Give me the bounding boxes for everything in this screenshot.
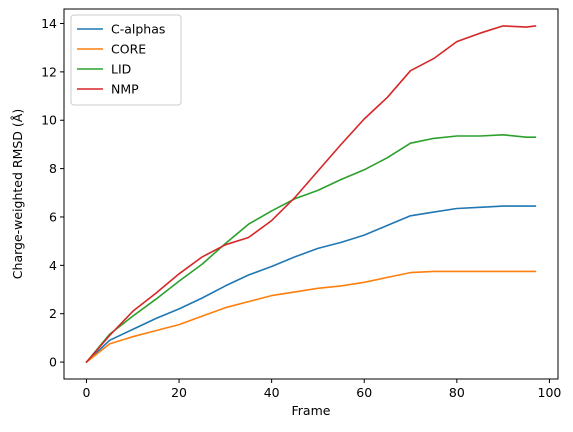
legend-box: [70, 14, 182, 106]
x-tick-label: 80: [449, 385, 465, 400]
x-axis-ticks: 0 20 40 60 80 100: [82, 379, 561, 400]
y-tick-label: 10: [41, 113, 57, 128]
y-axis-ticks: 0 2 4 6 8 10 12 14: [41, 16, 64, 370]
y-tick-label: 14: [41, 16, 57, 31]
plot-frame: [63, 8, 559, 380]
x-tick-label: 60: [356, 385, 372, 400]
y-tick-label: 12: [41, 64, 57, 79]
legend-label: LID: [111, 62, 131, 77]
x-tick-label: 40: [264, 385, 280, 400]
x-axis-label: Frame: [292, 403, 331, 418]
y-tick-label: 2: [49, 306, 57, 321]
series-line-core: [85, 270, 537, 363]
y-tick-label: 4: [49, 258, 57, 273]
series-line-c-alphas: [85, 205, 537, 363]
x-tick-label: 100: [538, 385, 562, 400]
y-tick-label: 0: [49, 355, 57, 370]
series-line-lid: [85, 134, 537, 363]
series-lines: [85, 25, 537, 363]
legend-label: NMP: [111, 82, 139, 97]
y-axis-label: Charge-weighted RMSD (Å): [10, 109, 25, 279]
x-tick-label: 0: [82, 385, 90, 400]
legend-label: C-alphas: [111, 22, 165, 37]
series-line-nmp: [85, 25, 537, 363]
y-tick-label: 6: [49, 209, 57, 224]
legend: C-alphas CORE LID NMP: [70, 14, 182, 106]
legend-label: CORE: [111, 42, 146, 57]
y-tick-label: 8: [49, 161, 57, 176]
x-tick-label: 20: [171, 385, 187, 400]
